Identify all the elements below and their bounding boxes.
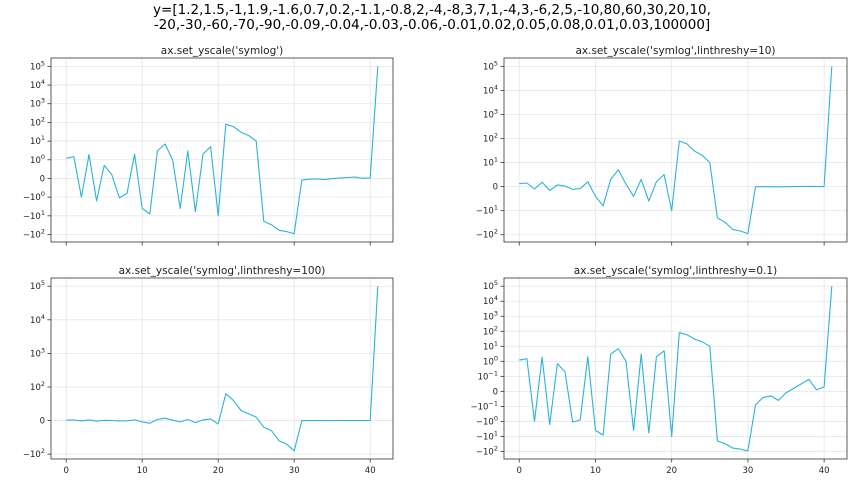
x-tick-label: 0 [63, 466, 68, 476]
chart-panel-4: ax.set_yscale('symlog',linthreshy=0.1) 0 1… [470, 265, 848, 476]
figure-title: y=[1.2,1.5,-1,1.9,-1.6,0.7,0.2,-1.1,-0.8… [0, 3, 864, 33]
y-tick-label: 105 [483, 59, 498, 72]
y-tick-label: −100 [476, 414, 498, 427]
axes-frame [50, 277, 394, 460]
x-tick-label: 0 [517, 466, 522, 476]
y-tick-label: −102 [476, 228, 498, 241]
y-tick-label: −101 [476, 204, 498, 217]
y-tick-label: −102 [23, 447, 45, 460]
y-tick-label: 100 [30, 153, 45, 166]
x-tick-label: 10 [137, 466, 148, 476]
series-line [519, 286, 833, 452]
axes-frame [503, 57, 848, 243]
y-tick-label: 10−1 [478, 369, 498, 382]
x-tick-label: 10 [590, 466, 601, 476]
series-line [66, 286, 379, 452]
y-tick-label: 100 [483, 354, 498, 367]
y-tick-label: 103 [483, 309, 498, 322]
panel-title: ax.set_yscale('symlog',linthreshy=10) [575, 45, 775, 57]
y-tick-label: 0 [493, 183, 498, 193]
y-tick-label: 104 [483, 294, 498, 307]
figure-title-line-2: -20,-30,-60,-70,-90,-0.09,-0.04,-0.03,-0… [153, 17, 711, 33]
y-tick-label: 101 [483, 156, 498, 169]
y-tick-label: 105 [483, 279, 498, 292]
y-tick-label: 105 [30, 59, 45, 72]
y-tick-label: 102 [30, 380, 45, 393]
y-tick-label: 103 [483, 107, 498, 120]
panel-title: ax.set_yscale('symlog',linthreshy=0.1) [574, 265, 777, 277]
y-tick-label: 0 [40, 174, 45, 184]
x-tick-label: 20 [213, 466, 224, 476]
y-tick-label: 104 [30, 78, 45, 91]
chart-panel-2: ax.set_yscale('symlog',linthreshy=10) −10… [476, 45, 848, 246]
series-line [519, 66, 833, 235]
y-tick-label: −102 [476, 444, 498, 457]
y-tick-label: 102 [483, 324, 498, 337]
y-tick-label: −101 [23, 209, 45, 222]
y-tick-label: 104 [483, 83, 498, 96]
figure-title-line-1: y=[1.2,1.5,-1,1.9,-1.6,0.7,0.2,-1.1,-0.8… [153, 2, 711, 18]
y-tick-label: 103 [30, 346, 45, 359]
y-tick-label: 102 [483, 132, 498, 145]
y-tick-label: 102 [30, 115, 45, 128]
y-tick-label: 0 [493, 387, 498, 397]
x-tick-label: 30 [742, 466, 753, 476]
x-tick-label: 30 [289, 466, 300, 476]
y-tick-label: 104 [30, 313, 45, 326]
chart-panel-3: ax.set_yscale('symlog',linthreshy=100) 0 1… [23, 265, 394, 476]
y-tick-label: −101 [476, 429, 498, 442]
x-tick-label: 40 [819, 466, 830, 476]
x-tick-label: 20 [666, 466, 677, 476]
y-tick-label: 101 [483, 339, 498, 352]
axes-frame [50, 57, 394, 243]
y-tick-label: 105 [30, 279, 45, 292]
y-tick-label: 0 [40, 417, 45, 427]
chart-panel-1: ax.set_yscale('symlog') −102 −101 −100 0 100 1… [23, 45, 394, 246]
y-tick-label: −102 [23, 227, 45, 240]
y-tick-label: 103 [30, 97, 45, 110]
x-tick-label: 40 [365, 466, 376, 476]
y-tick-label: −10−1 [470, 399, 498, 412]
y-tick-label: 101 [30, 134, 45, 147]
axes-frame [503, 277, 848, 460]
y-tick-label: −100 [23, 190, 45, 203]
panel-title: ax.set_yscale('symlog') [161, 45, 283, 57]
series-line [66, 66, 379, 235]
panel-title: ax.set_yscale('symlog',linthreshy=100) [119, 265, 326, 277]
